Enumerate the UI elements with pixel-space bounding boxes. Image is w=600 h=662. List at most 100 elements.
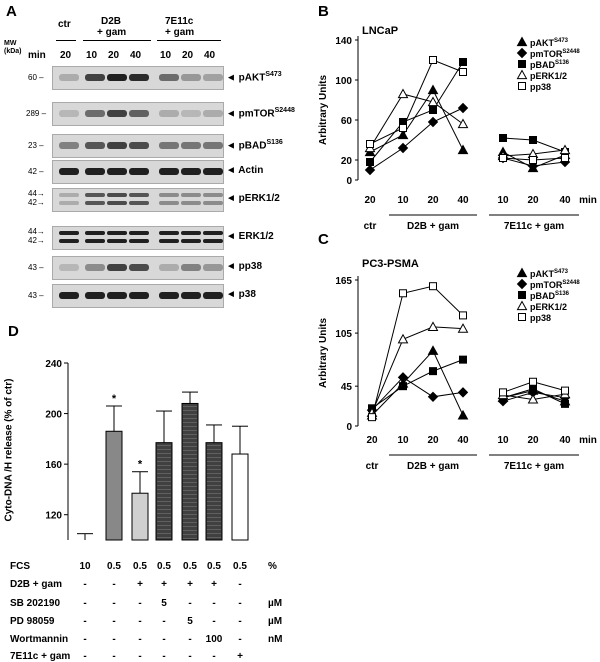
data-point	[527, 148, 539, 159]
group-label: D2B + gam	[407, 461, 459, 472]
data-point	[397, 142, 409, 154]
legend-marker	[516, 47, 528, 59]
mw-marker: 60 –	[28, 73, 44, 82]
panel-c-letter: C	[318, 231, 329, 248]
blot-perk12	[52, 188, 224, 212]
group-label: D2B + gam	[407, 221, 459, 232]
x-tick-label: 20	[527, 195, 539, 206]
data-point	[497, 389, 509, 400]
series-line	[371, 359, 464, 409]
panel-a-letter: A	[6, 3, 17, 20]
table-row-label: 7E11c + gam	[10, 651, 71, 662]
data-point	[459, 58, 467, 66]
data-point	[529, 377, 537, 386]
mw-marker: 42→	[28, 236, 45, 245]
series-line	[502, 137, 566, 153]
blot-band	[159, 292, 179, 299]
data-point	[429, 56, 437, 64]
data-point	[559, 156, 571, 168]
y-tick-label: 120	[45, 511, 62, 522]
blot-band	[85, 142, 105, 149]
blot-band	[181, 231, 201, 235]
data-point	[366, 404, 378, 416]
y-axis-label: Arbitrary Units	[318, 318, 329, 388]
x-tick-label: 10	[397, 435, 409, 446]
legend-marker	[516, 278, 528, 290]
blot-band	[181, 168, 201, 175]
table-cell: -	[83, 579, 87, 590]
blot-band	[129, 239, 149, 243]
x-tick-label: 40	[457, 195, 469, 206]
lane-time-0: 20	[60, 50, 72, 61]
data-point	[457, 387, 469, 398]
table-cell: 0.5	[133, 561, 147, 572]
y-tick-label: 160	[45, 460, 62, 471]
blot-band	[203, 239, 223, 243]
table-cell: 5	[187, 616, 193, 627]
data-point	[457, 102, 469, 114]
bar	[181, 402, 199, 541]
x-tick-label: 20	[364, 195, 376, 206]
table-cell: -	[162, 651, 166, 662]
blot-band	[85, 239, 105, 243]
blot-band	[129, 231, 149, 235]
bar	[231, 453, 249, 541]
blot-band	[59, 110, 79, 117]
blot-band	[107, 231, 127, 235]
table-cell: 0.5	[207, 561, 221, 572]
data-point	[559, 392, 571, 403]
legend-label: pmTORS2448	[530, 280, 580, 290]
blot-band	[159, 239, 179, 243]
series-line	[371, 326, 464, 413]
data-point	[399, 289, 407, 298]
legend-marker	[516, 300, 528, 311]
series-line	[502, 391, 566, 402]
blot-band	[107, 193, 127, 197]
mw-label-2: (kDa)	[4, 48, 22, 55]
data-point	[561, 386, 569, 395]
legend-label: pBADS136	[530, 291, 570, 301]
data-point	[499, 393, 507, 402]
blot-label: ◄ p38	[226, 289, 256, 300]
y-tick-label: 0	[346, 176, 352, 187]
x-tick-label: 40	[559, 435, 571, 446]
table-cell: -	[83, 598, 87, 609]
data-point	[529, 136, 537, 144]
mw-label-1: MW	[4, 40, 17, 47]
table-cell: 0.5	[183, 561, 197, 572]
table-cell: +	[161, 579, 167, 590]
data-point	[527, 387, 539, 398]
table-cell: -	[188, 634, 192, 645]
y-tick-label: 105	[335, 329, 352, 340]
data-point	[366, 409, 378, 420]
blot-band	[129, 264, 149, 271]
blot-band	[59, 74, 79, 81]
mw-marker: 42 –	[28, 167, 44, 176]
series-line	[502, 157, 566, 167]
data-point	[427, 96, 439, 107]
table-cell: -	[112, 634, 116, 645]
blot-erk12	[52, 226, 224, 250]
table-cell: -	[238, 616, 242, 627]
data-point	[366, 158, 374, 166]
table-cell: +	[211, 579, 217, 590]
x-tick-label: 20	[366, 435, 378, 446]
blot-pp38	[52, 256, 224, 280]
mw-marker: 42→	[28, 198, 45, 207]
lane-time-6: 40	[204, 50, 216, 61]
blot-band	[107, 74, 127, 81]
data-point	[559, 395, 571, 406]
series-line	[369, 107, 464, 171]
blot-label: ◄ pmTORS2448	[226, 107, 295, 120]
blot-band	[85, 193, 105, 197]
table-cell: +	[237, 651, 243, 662]
group-d2b-label-2: + gam	[97, 27, 127, 38]
lane-time-4: 10	[160, 50, 172, 61]
blot-label: ◄ Actin	[226, 165, 264, 176]
data-point	[427, 84, 439, 95]
blot-band	[159, 168, 179, 175]
mw-marker: 23 –	[28, 141, 44, 150]
lane-time-3: 40	[130, 50, 142, 61]
blot-band	[107, 168, 127, 175]
blot-band	[159, 74, 179, 81]
